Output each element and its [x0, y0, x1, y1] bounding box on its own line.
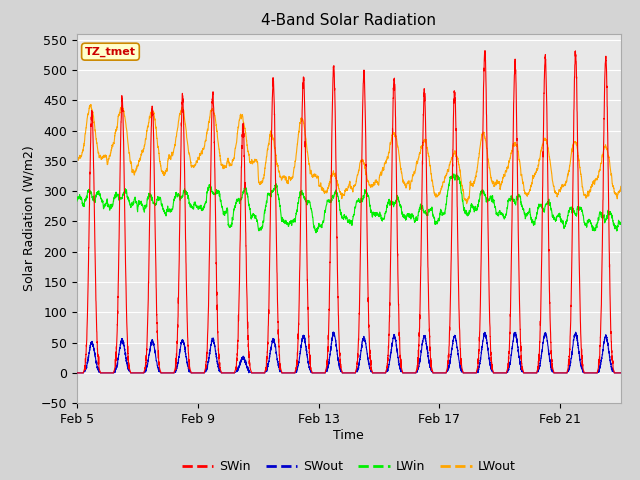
Y-axis label: Solar Radiation (W/m2): Solar Radiation (W/m2)	[22, 145, 35, 291]
X-axis label: Time: Time	[333, 429, 364, 442]
Text: TZ_tmet: TZ_tmet	[85, 47, 136, 57]
Title: 4-Band Solar Radiation: 4-Band Solar Radiation	[261, 13, 436, 28]
Legend: SWin, SWout, LWin, LWout: SWin, SWout, LWin, LWout	[177, 455, 521, 478]
